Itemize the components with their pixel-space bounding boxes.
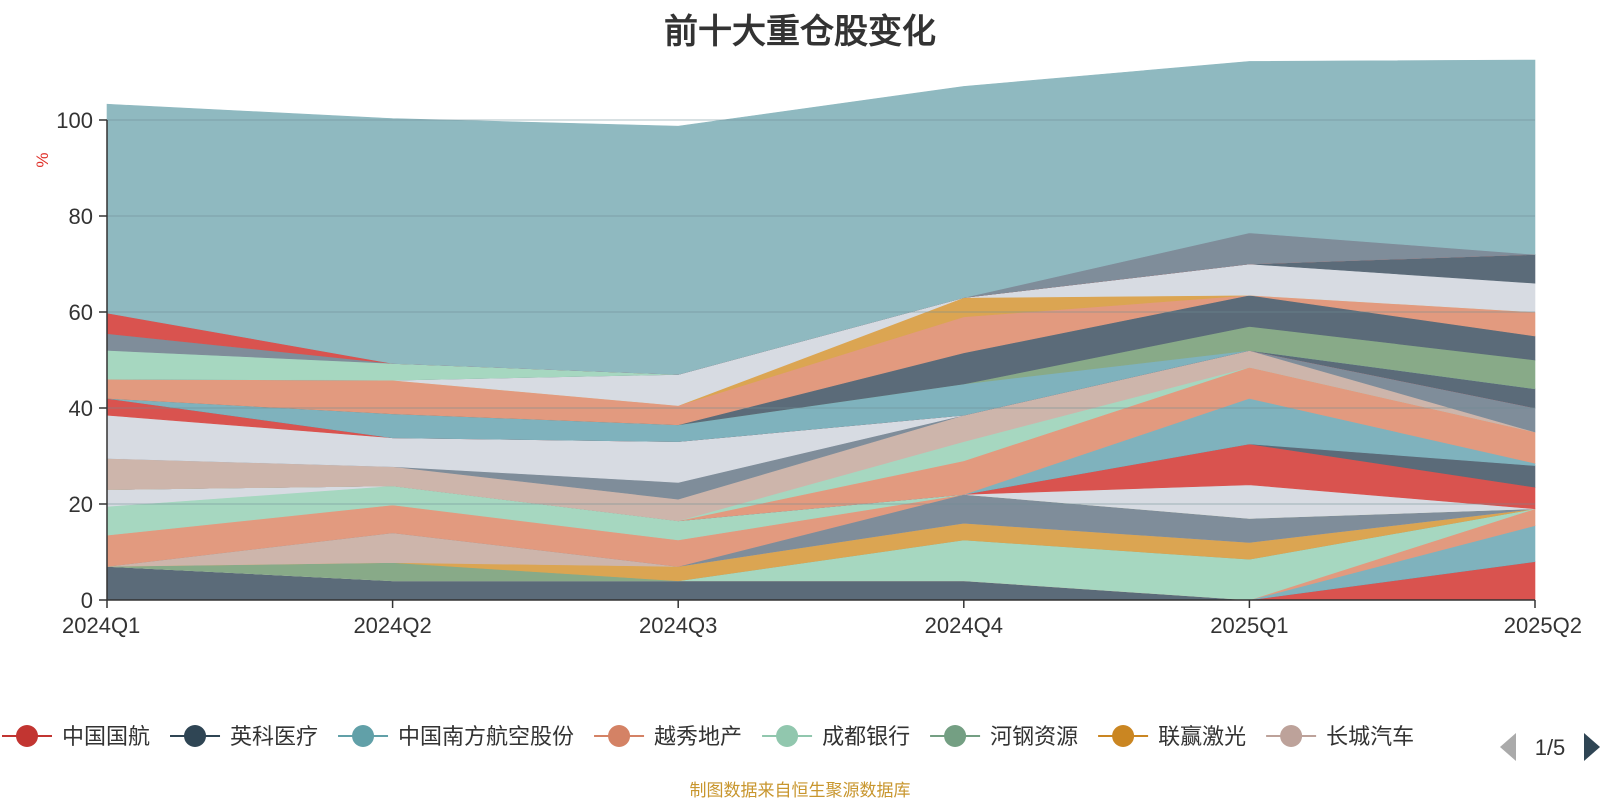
legend-marker-icon [352, 725, 375, 747]
legend-label: 联赢激光 [1158, 724, 1246, 749]
y-tick-label: 20 [69, 492, 93, 517]
legend-page-indicator: 1/5 [1535, 735, 1566, 760]
legend-item[interactable]: 长城汽车 [1266, 724, 1414, 749]
legend-item[interactable]: 中国国航 [2, 724, 150, 749]
legend: 中国国航 英科医疗 中国南方航空股份 越秀地产 成都银行 河钢资源 联赢激光 长城汽车 [2, 724, 1414, 749]
legend-label: 成都银行 [822, 724, 910, 749]
legend-marker-icon [184, 725, 207, 747]
x-tick-label: 2024Q2 [353, 613, 431, 638]
legend-item[interactable]: 英科医疗 [170, 724, 318, 749]
x-tick-label: 2024Q4 [925, 613, 1003, 638]
x-tick-label: 2024Q1 [62, 613, 140, 638]
legend-marker-icon [944, 725, 967, 747]
legend-marker-icon [1112, 725, 1135, 747]
y-axis-label: % [33, 152, 52, 167]
axis-layer: 0 20 40 60 80 100 2024Q1 2024Q2 2024Q3 2024Q4 2025… [56, 108, 1582, 638]
area-series-34 [106, 59, 1536, 375]
legend-label: 中国国航 [62, 724, 150, 749]
legend-label: 越秀地产 [654, 724, 742, 749]
legend-item[interactable]: 越秀地产 [594, 724, 742, 749]
legend-label: 长城汽车 [1326, 724, 1414, 749]
legend-item[interactable]: 中国南方航空股份 [338, 724, 574, 749]
legend-item[interactable]: 河钢资源 [930, 724, 1078, 749]
legend-marker-icon [16, 725, 38, 747]
legend-next-icon[interactable] [1584, 733, 1600, 761]
source-note: 制图数据来自恒生聚源数据库 [689, 781, 911, 800]
legend-marker-icon [608, 725, 631, 747]
legend-label: 中国南方航空股份 [398, 724, 574, 749]
x-tick-label: 2025Q2 [1504, 613, 1582, 638]
legend-prev-icon[interactable] [1500, 733, 1516, 761]
legend-pager: 1/5 [1500, 733, 1600, 761]
x-tick-label: 2025Q1 [1210, 613, 1288, 638]
legend-marker-icon [1280, 725, 1303, 747]
y-tick-label: 0 [81, 588, 93, 613]
y-tick-label: 100 [56, 108, 93, 133]
legend-item[interactable]: 成都银行 [762, 724, 910, 749]
x-tick-label: 2024Q3 [639, 613, 717, 638]
legend-label: 河钢资源 [990, 724, 1078, 749]
y-tick-label: 40 [69, 396, 93, 421]
legend-marker-icon [776, 725, 799, 747]
chart-title: 前十大重仓股变化 [664, 13, 936, 51]
y-tick-label: 60 [69, 300, 93, 325]
legend-item[interactable]: 联赢激光 [1098, 724, 1246, 749]
areas-layer [106, 59, 1536, 601]
grid-layer [107, 119, 1535, 505]
y-tick-label: 80 [69, 204, 93, 229]
legend-label: 英科医疗 [230, 724, 318, 749]
